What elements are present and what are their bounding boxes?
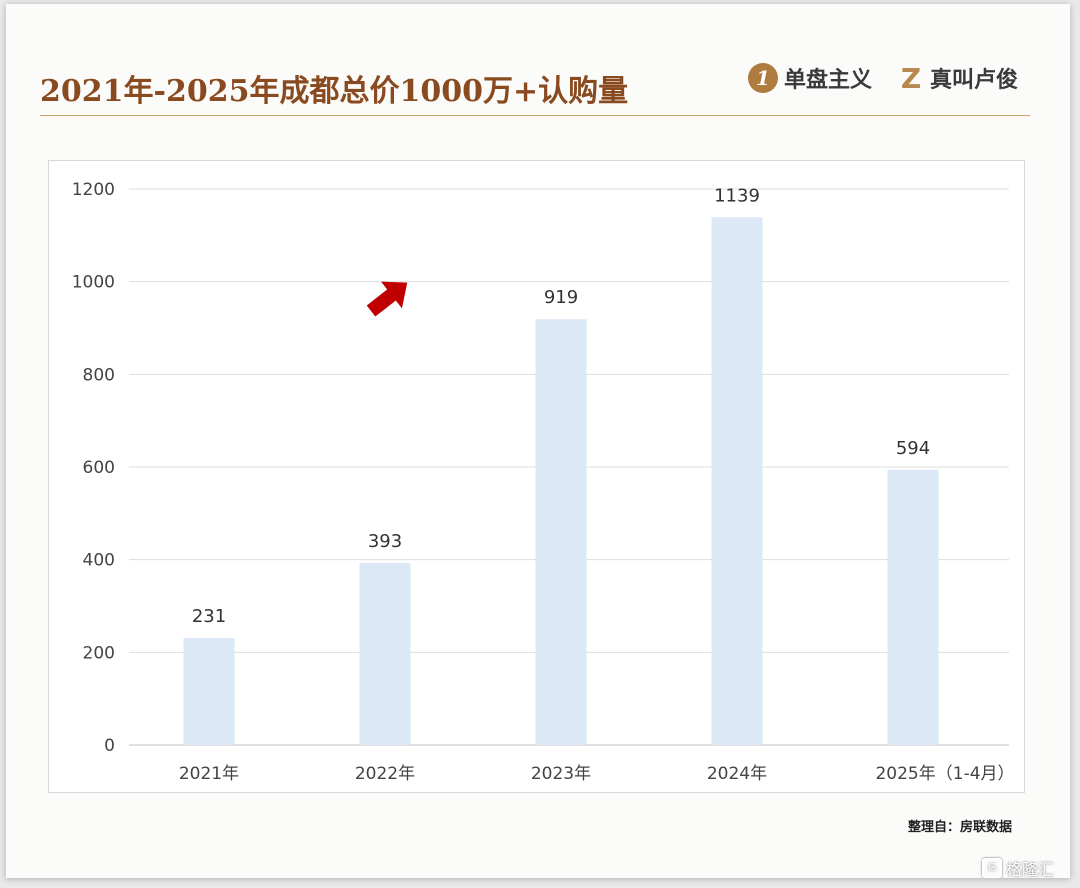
page-title: 2021年-2025年成都总价1000万+认购量 xyxy=(40,74,629,109)
bar xyxy=(887,469,939,745)
z-mark-icon: Z xyxy=(900,61,922,95)
bar-chart: 0 200 400 600 800 1000 1200 231 2021年 393 2022年 91… xyxy=(72,180,1015,784)
x-tick-label: 2023年 xyxy=(531,764,591,784)
bar xyxy=(711,217,763,746)
y-tick-label: 600 xyxy=(83,458,115,478)
brand-logo-2: Z 真叫卢俊 xyxy=(898,60,1018,96)
y-tick-label: 0 xyxy=(104,736,115,756)
brand-logo-1: 1 单盘主义 xyxy=(748,60,872,96)
data-label: 1139 xyxy=(714,185,760,206)
x-tick-label: 2022年 xyxy=(355,764,415,784)
y-tick-label: 200 xyxy=(83,643,115,663)
bar xyxy=(359,562,411,745)
y-tick-label: 800 xyxy=(83,365,115,385)
red-arrow-icon xyxy=(366,281,408,317)
brand-logo-1-text: 单盘主义 xyxy=(784,68,873,93)
y-tick-label: 1200 xyxy=(72,180,115,200)
single-badge-icon: 1 xyxy=(748,63,778,93)
data-label: 594 xyxy=(896,438,930,459)
brand-logo-2-text: 真叫卢俊 xyxy=(930,68,1019,93)
data-source-note: 整理自：房联数据 xyxy=(908,820,1013,835)
watermark-text: 格隆汇 xyxy=(1006,860,1055,878)
data-label: 231 xyxy=(192,606,226,627)
x-tick-label: 2024年 xyxy=(707,764,767,784)
data-label: 919 xyxy=(544,287,578,308)
y-tick-label: 1000 xyxy=(72,273,115,293)
data-label: 393 xyxy=(368,531,402,552)
bar xyxy=(535,319,587,745)
x-tick-label: 2025年（1-4月） xyxy=(875,764,1014,784)
x-tick-label: 2021年 xyxy=(179,764,239,784)
y-tick-label: 400 xyxy=(83,551,115,571)
watermark: G 格隆汇 xyxy=(982,856,1054,878)
gelonghui-logo-icon: G xyxy=(982,858,1002,878)
chart-card: 2021年-2025年成都总价1000万+认购量 1 单盘主义 Z 真叫卢俊 0… xyxy=(6,4,1070,878)
red-arrow-shape xyxy=(366,281,408,317)
chart-area: 0 200 400 600 800 1000 1200 231 2021年 393 2022年 91… xyxy=(48,160,1025,793)
title-divider xyxy=(40,115,1030,116)
bar xyxy=(183,637,235,745)
